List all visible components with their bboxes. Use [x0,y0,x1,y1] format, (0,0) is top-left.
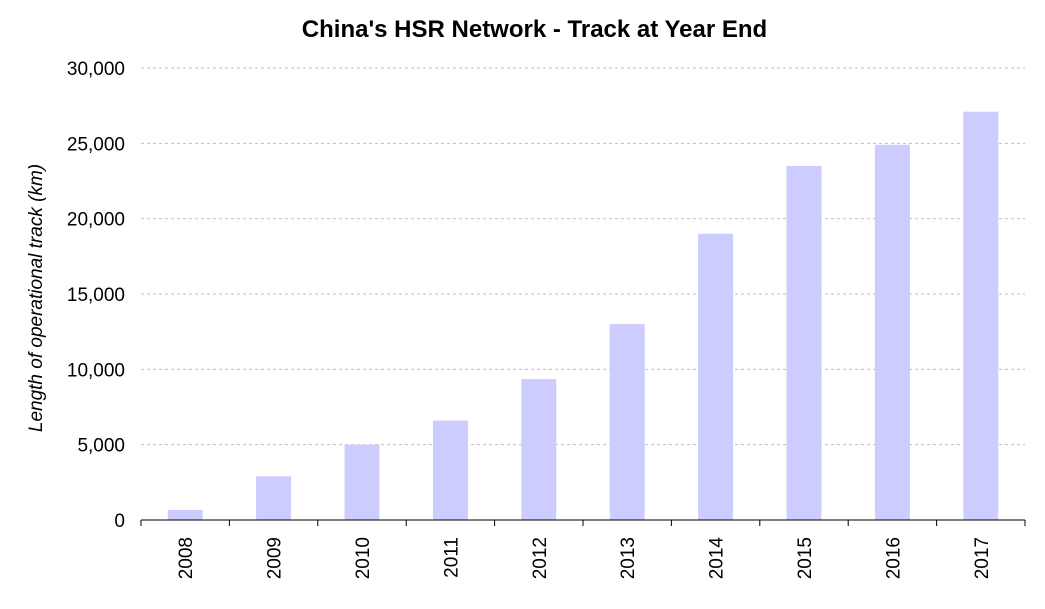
bar-2009 [256,476,292,520]
bar-2013 [609,324,645,520]
bar-2015 [786,165,822,520]
bar-2014 [698,233,734,520]
bar-2010 [344,444,380,520]
y-axis-label: Length of operational track (km) [26,164,47,432]
tick-labels: 0 5,000 10,000 15,000 20,000 25,000 30,000 2008… [67,59,993,579]
x-tick-label: 2012 [530,537,551,579]
axes [140,519,1026,526]
chart-title: China's HSR Network - Track at Year End [301,16,768,43]
bars [167,111,999,521]
x-tick-label: 2009 [265,537,286,579]
bar-2016 [874,144,910,520]
bar-2011 [432,420,468,520]
y-tick-label: 30,000 [67,59,125,80]
x-tick-label: 2017 [972,537,993,579]
y-tick-label: 0 [114,511,125,532]
x-tick-label: 2010 [353,537,374,579]
x-tick-label: 2015 [795,537,816,579]
x-tick-label: 2013 [618,537,639,579]
x-tick-label: 2014 [707,537,728,580]
y-tick-label: 10,000 [67,360,125,381]
x-tick-label: 2008 [176,537,197,579]
y-tick-label: 20,000 [67,210,125,231]
y-tick-label: 15,000 [67,285,125,306]
y-tick-label: 25,000 [67,134,125,155]
x-tick-label: 2016 [883,537,904,579]
y-tick-label: 5,000 [77,436,125,457]
x-tick-label: 2011 [441,537,462,578]
bar-2017 [963,111,999,521]
bar-2012 [521,379,557,520]
bar-2008 [167,509,203,520]
